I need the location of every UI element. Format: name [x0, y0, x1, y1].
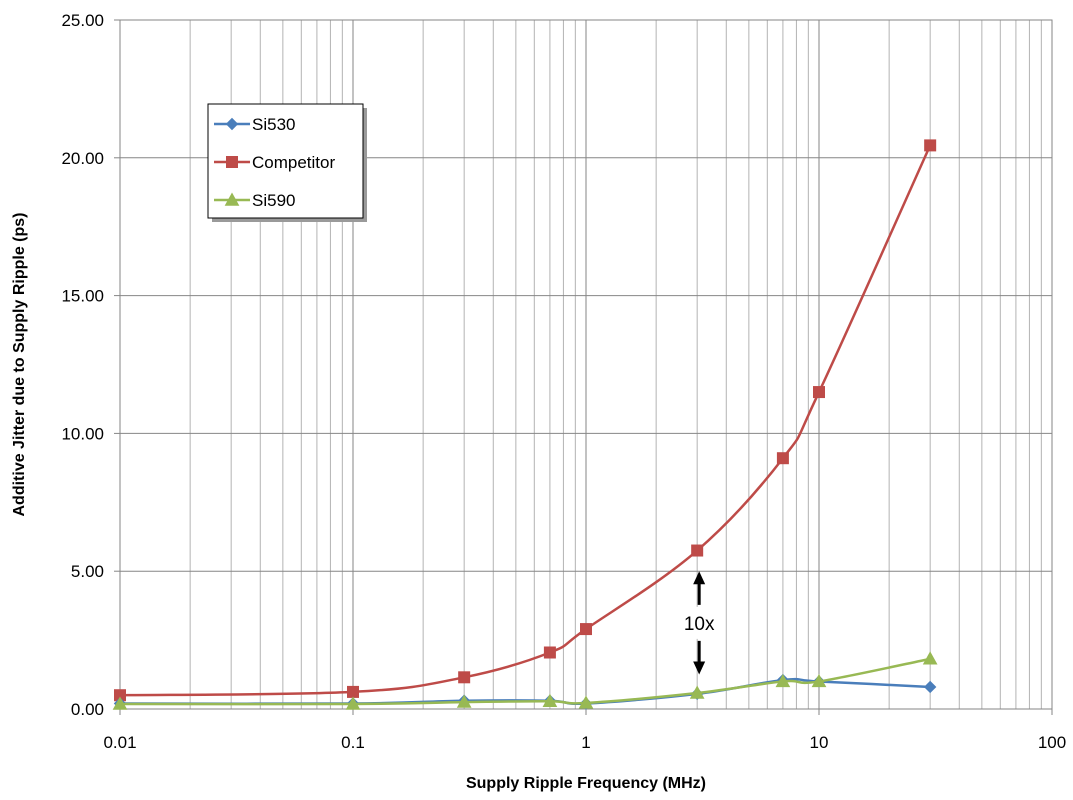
- data-point-si590: [775, 673, 791, 688]
- data-point-si590: [456, 694, 472, 708]
- series-si590: [112, 651, 938, 710]
- annotation-label: 10x: [684, 614, 715, 635]
- data-point-competitor: [347, 685, 359, 698]
- x-tick-label: 0.1: [341, 733, 365, 752]
- y-tick-label: 20.00: [61, 149, 104, 168]
- x-axis-ticks: 0.01 0.1 1 10 100: [103, 709, 1066, 752]
- y-tick-label: 15.00: [61, 287, 104, 306]
- x-tick-label: 0.01: [103, 733, 136, 752]
- y-tick-label: 0.00: [71, 700, 104, 719]
- data-point-competitor: [691, 544, 704, 557]
- data-point-si590: [542, 693, 558, 707]
- legend-swatch-marker: [225, 117, 239, 131]
- x-tick-label: 10: [810, 733, 829, 752]
- y-tick-label: 10.00: [61, 424, 104, 443]
- data-point-si590: [689, 685, 705, 699]
- y-axis-ticks: 0.00 5.00 10.00 15.00 20.00 25.00: [61, 11, 120, 719]
- arrow-down-head: [693, 661, 706, 675]
- legend-entry-si590: Si590: [214, 191, 295, 210]
- data-point-competitor: [813, 386, 825, 399]
- data-point-competitor: [458, 671, 471, 684]
- data-point-competitor: [580, 623, 592, 636]
- arrow-up-head: [693, 571, 706, 585]
- legend-entry-competitor: Competitor: [214, 153, 335, 172]
- data-point-si530: [923, 680, 937, 694]
- data-point-si590: [345, 696, 361, 710]
- legend-entry-si530: Si530: [214, 115, 295, 134]
- annotation-10x: 10x: [677, 571, 722, 675]
- legend-label: Competitor: [252, 153, 335, 172]
- legend-swatch-marker: [224, 192, 240, 206]
- legend-label: Si530: [252, 115, 295, 134]
- y-tick-label: 25.00: [61, 11, 104, 30]
- data-point-si590: [811, 673, 827, 688]
- legend: Si530 Competitor Si590: [207, 103, 367, 222]
- series-competitor: [114, 139, 937, 702]
- legend-label: Si590: [252, 191, 295, 210]
- data-point-competitor: [924, 139, 937, 152]
- data-point-si590: [578, 695, 594, 709]
- series-layer: [112, 139, 938, 710]
- data-point-competitor: [776, 452, 789, 465]
- legend-swatch-marker: [226, 156, 238, 168]
- annotation-box: [677, 606, 722, 639]
- x-axis-title: Supply Ripple Frequency (MHz): [466, 775, 706, 792]
- y-axis-title: Additive Jitter due to Supply Ripple (ps…: [11, 212, 28, 516]
- x-tick-label: 100: [1038, 733, 1066, 752]
- x-tick-label: 1: [581, 733, 590, 752]
- data-point-si590: [112, 696, 128, 710]
- data-point-si590: [922, 651, 938, 665]
- data-point-competitor: [543, 646, 556, 659]
- y-tick-label: 5.00: [71, 562, 104, 581]
